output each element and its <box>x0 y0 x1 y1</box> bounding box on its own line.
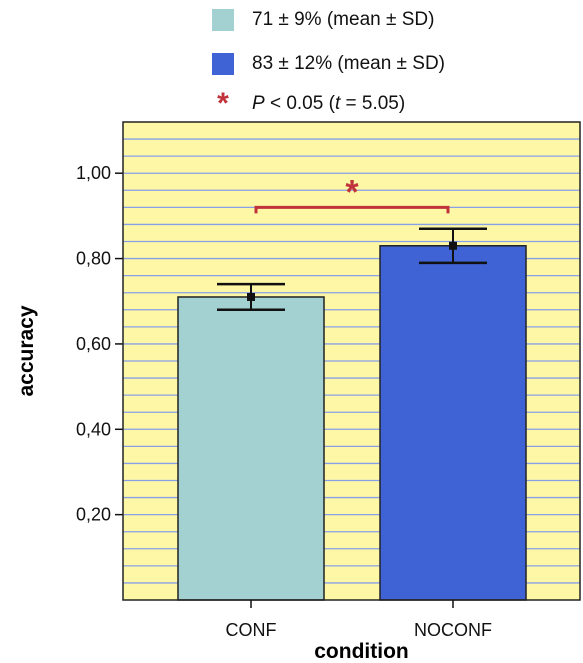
x-tick-label-noconf: NOCONF <box>414 620 492 640</box>
y-tick-label: 0,40 <box>76 419 111 439</box>
y-tick-label: 0,80 <box>76 249 111 269</box>
y-tick-label: 0,60 <box>76 334 111 354</box>
bar-conf <box>177 296 325 601</box>
y-axis-label: accuracy <box>15 305 38 396</box>
x-tick-label-conf: CONF <box>226 620 277 640</box>
p-symbol: P <box>252 93 265 114</box>
legend-item-conf: 71 ± 9% (mean ± SD) <box>212 6 434 34</box>
mean-marker <box>449 241 457 250</box>
bars <box>177 245 527 601</box>
x-axis: CONF NOCONF <box>226 600 492 640</box>
y-tick-label: 1,00 <box>76 163 111 183</box>
legend-swatch-conf <box>212 9 234 31</box>
legend-item-significance: * P < 0.05 (t = 5.05) <box>212 87 405 120</box>
legend-label-noconf: 83 ± 12% (mean ± SD) <box>252 53 445 74</box>
significance-star: * <box>345 173 359 211</box>
bar-noconf <box>379 245 527 601</box>
significance-marker: * <box>254 173 450 214</box>
x-axis-label: condition <box>314 640 408 663</box>
t-symbol: t <box>334 93 341 114</box>
legend-swatch-noconf <box>212 53 234 75</box>
legend-item-noconf: 83 ± 12% (mean ± SD) <box>212 50 445 78</box>
y-axis: 0,20 0,40 0,60 0,80 1,00 <box>76 163 123 525</box>
significance-bracket <box>254 205 450 214</box>
p-value-text: < 0.05 ( <box>264 93 335 114</box>
y-tick-label: 0,20 <box>76 505 111 525</box>
plot-frame <box>122 121 581 601</box>
legend-label-significance: P < 0.05 (t = 5.05) <box>252 93 405 115</box>
t-value-text: = 5.05) <box>340 93 406 114</box>
mean-marker <box>247 292 255 301</box>
error-bars <box>217 227 487 312</box>
legend-label-conf: 71 ± 9% (mean ± SD) <box>252 9 435 30</box>
significance-star-icon: * <box>217 87 229 120</box>
